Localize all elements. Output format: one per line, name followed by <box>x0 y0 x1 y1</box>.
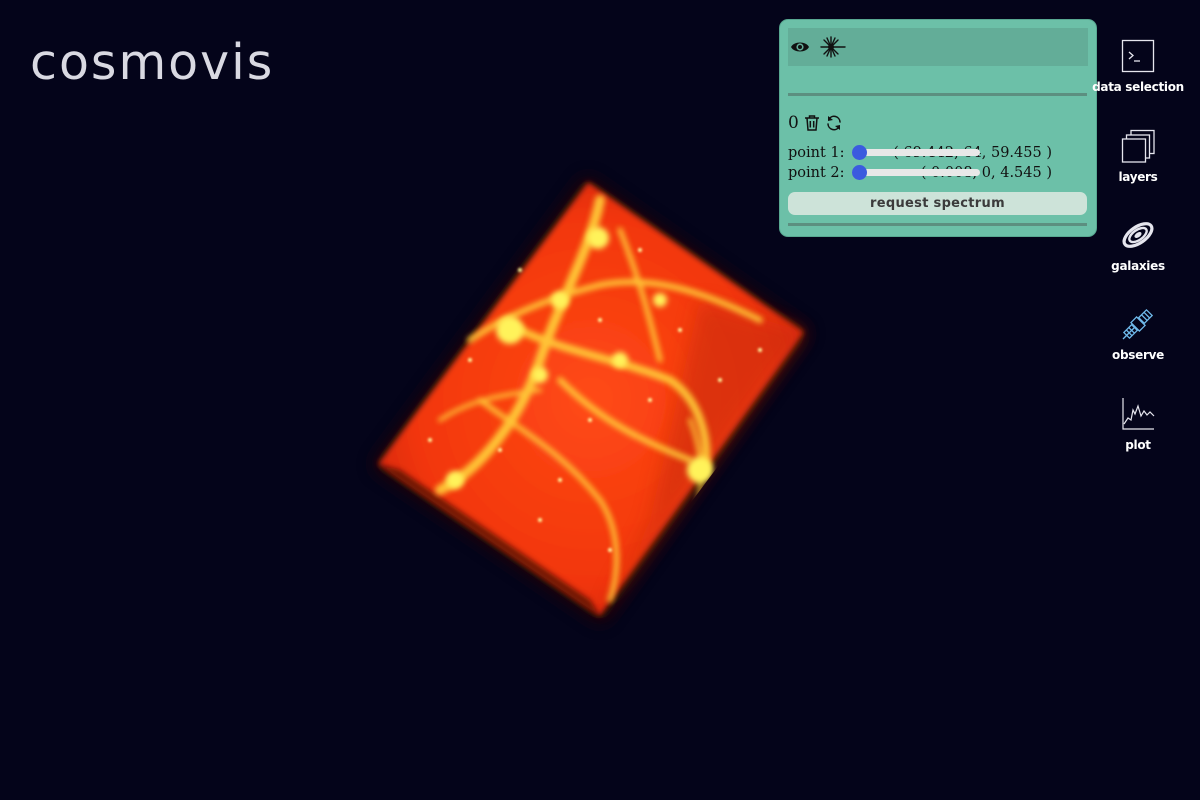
nav-layers-label: layers <box>1118 170 1158 184</box>
nav-observe-label: observe <box>1112 348 1164 362</box>
point-1-row: point 1: ( 69.442, 64, 59.455 ) <box>788 144 1088 164</box>
point-count-row: 0 <box>788 112 843 134</box>
galaxy-icon <box>1122 222 1154 248</box>
app-logo: cosmovis <box>30 34 275 91</box>
layers-icon <box>1121 129 1155 163</box>
point-2-slider[interactable] <box>852 165 980 180</box>
spectrum-panel: 0 point 1: ( 69.44 <box>780 20 1096 236</box>
point-2-row: point 2: ( 0.008, 0, 4.545 ) <box>788 164 1088 184</box>
satellite-icon <box>1122 308 1154 340</box>
nav-galaxies-label: galaxies <box>1111 259 1165 273</box>
laser-icon[interactable] <box>820 35 846 59</box>
request-spectrum-button[interactable]: request spectrum <box>788 192 1087 215</box>
nav-plot-label: plot <box>1125 438 1151 452</box>
point-1-label: point 1: <box>788 145 845 161</box>
panel-toolbar <box>788 28 1088 66</box>
refresh-icon[interactable] <box>825 114 843 132</box>
plot-icon <box>1122 398 1155 430</box>
nav-data-selection-label: data selection <box>1092 80 1184 94</box>
point-1-slider[interactable] <box>852 145 980 160</box>
point-2-label: point 2: <box>788 165 845 181</box>
trash-icon[interactable] <box>803 114 821 132</box>
nav-galaxies[interactable]: galaxies <box>1096 217 1180 297</box>
panel-divider <box>788 93 1087 96</box>
point-1-slider-knob[interactable] <box>852 145 867 160</box>
nav-layers[interactable]: layers <box>1096 128 1180 208</box>
eye-icon[interactable] <box>790 37 810 57</box>
point-count: 0 <box>788 113 799 133</box>
nav-data-selection[interactable]: data selection <box>1092 38 1184 118</box>
nav-observe[interactable]: observe <box>1096 306 1180 386</box>
nav-plot[interactable]: plot <box>1096 396 1180 476</box>
panel-divider-bottom <box>788 223 1087 226</box>
point-2-slider-knob[interactable] <box>852 165 867 180</box>
terminal-icon <box>1121 39 1155 73</box>
